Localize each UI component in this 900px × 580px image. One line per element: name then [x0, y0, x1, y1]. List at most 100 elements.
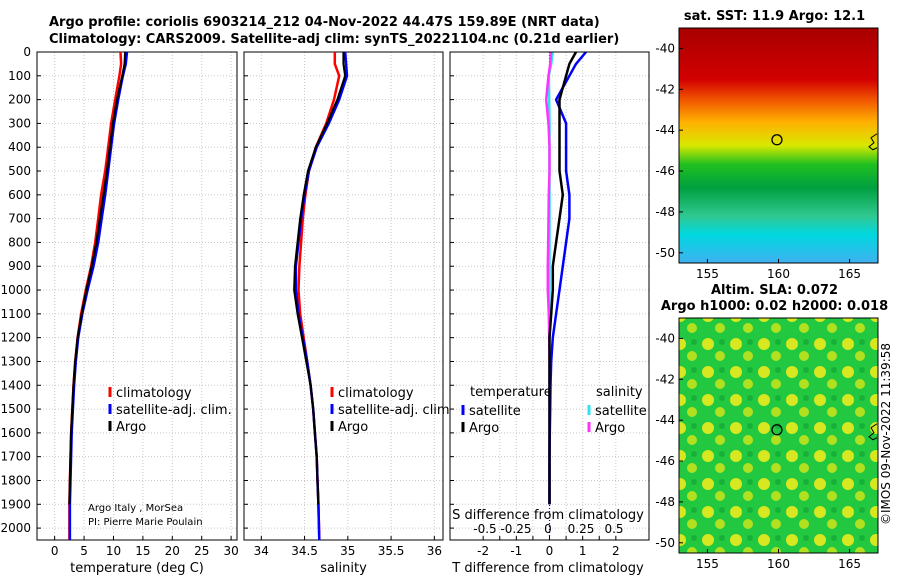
depth-tick-label: 300	[8, 116, 31, 130]
legend-label: satellite	[595, 404, 647, 419]
x-axis-label: temperature (deg C)	[70, 561, 204, 576]
x-tick-label: 0	[546, 544, 554, 558]
legend-label: climatology	[116, 386, 192, 401]
depth-tick-label: 1500	[0, 402, 31, 416]
sst-map: -40 -42 -44 -46 -48 -50 155 160 165 sat. SST: 11.…	[655, 9, 879, 281]
depth-tick-label: 700	[8, 212, 31, 226]
legend-label: Argo	[338, 420, 368, 435]
x-axis-label: T difference from climatology	[451, 561, 644, 576]
depth-tick-label: 1100	[0, 307, 31, 321]
argo-position-marker	[771, 134, 783, 146]
difference-panel: -2 -1 0 1 2 temperature salinity satellite Argo s…	[449, 51, 650, 576]
lon-tick-label: 155	[696, 557, 719, 571]
legend-label: satellite-adj. clim.	[338, 403, 454, 418]
title-line-1: Argo profile: coriolis 6903214_212 04-No…	[49, 15, 600, 30]
x-tick-label: 35.5	[378, 544, 405, 558]
depth-tick-label: 1000	[0, 283, 31, 297]
legend-header-temperature: temperature	[470, 385, 552, 400]
depth-tick-label: 2000	[0, 521, 31, 535]
x-tick-label: 5	[80, 544, 88, 558]
x-tick-label: 35	[340, 544, 355, 558]
salinity-panel: 34 34.5 35 35.5 36 salinity climatology satelli…	[243, 51, 454, 576]
lon-tick-label: 165	[838, 267, 861, 281]
depth-tick-label: 900	[8, 259, 31, 273]
map-title: Argo h1000: 0.02 h2000: 0.018	[661, 299, 888, 314]
map-field	[679, 318, 878, 553]
depth-tick-label: 100	[8, 69, 31, 83]
lat-tick-label: -46	[655, 454, 675, 468]
depth-tick-label: 400	[8, 140, 31, 154]
x2-axis-label: S difference from climatology	[452, 508, 644, 523]
x-tick-label: 34	[254, 544, 269, 558]
depth-tick-label: 1300	[0, 354, 31, 368]
x2-tick-label: 0.5	[604, 522, 623, 536]
depth-tick-label: 500	[8, 164, 31, 178]
lat-tick-label: -50	[655, 536, 675, 550]
series-line-argo	[68, 51, 127, 505]
lon-tick-label: 155	[696, 267, 719, 281]
depth-tick-label: 1400	[0, 378, 31, 392]
lat-tick-label: -48	[655, 205, 675, 219]
x2-tick-label: 0	[544, 522, 552, 536]
lon-tick-label: 160	[767, 267, 790, 281]
legend-label: satellite-adj. clim.	[116, 403, 232, 418]
coastline	[868, 133, 878, 151]
x-tick-label: 30	[223, 544, 238, 558]
legend-label: Argo	[116, 420, 146, 435]
x-tick-label: 20	[165, 544, 180, 558]
plot-area	[37, 52, 237, 540]
x-tick-label: 2	[612, 544, 620, 558]
lat-tick-label: -42	[655, 82, 675, 96]
coastline	[868, 423, 878, 441]
title-line-2: Climatology: CARS2009. Satellite-adj cli…	[49, 32, 620, 47]
x-tick-label: 1	[579, 544, 587, 558]
depth-tick-label: 1600	[0, 426, 31, 440]
map-title: Altim. SLA: 0.072	[711, 283, 838, 298]
lat-tick-label: -40	[655, 331, 675, 345]
legend-label: Argo	[469, 421, 499, 436]
x-tick-label: 36	[427, 544, 442, 558]
lon-tick-label: 160	[767, 557, 790, 571]
lat-tick-label: -50	[655, 246, 675, 260]
lat-tick-label: -40	[655, 41, 675, 55]
axes-frame	[449, 51, 650, 541]
depth-tick-label: 1700	[0, 450, 31, 464]
legend-label: satellite	[469, 404, 521, 419]
x-tick-label: -1	[510, 544, 522, 558]
argo-position-marker	[771, 424, 783, 436]
x-tick-label: -2	[477, 544, 489, 558]
lon-tick-label: 165	[838, 557, 861, 571]
map-title: sat. SST: 11.9 Argo: 12.1	[684, 9, 865, 24]
lat-tick-label: -44	[655, 413, 675, 427]
credit-line-2: PI: Pierre Marie Poulain	[88, 517, 203, 528]
legend-label: Argo	[595, 421, 625, 436]
lat-tick-label: -46	[655, 164, 675, 178]
series-line-t-argo	[548, 51, 578, 505]
x-tick-label: 25	[194, 544, 209, 558]
x-axis-label: salinity	[320, 561, 367, 576]
depth-tick-label: 1900	[0, 497, 31, 511]
x2-tick-label: -0.5	[473, 522, 496, 536]
x-tick-label: 34.5	[291, 544, 318, 558]
map-field	[679, 28, 878, 263]
depth-tick-label: 800	[8, 235, 31, 249]
series-line-argo	[293, 52, 347, 505]
depth-tick-label: 1800	[0, 473, 31, 487]
temperature-panel: 0100200300400500600700800900100011001200…	[0, 45, 238, 576]
sla-map: -40 -42 -44 -46 -48 -50 155 160 165 Altim. SLA: 0…	[655, 283, 893, 571]
credit-line-1: Argo Italy , MorSea	[88, 503, 183, 514]
lat-tick-label: -42	[655, 372, 675, 386]
depth-tick-label: 1200	[0, 331, 31, 345]
depth-tick-label: 0	[23, 45, 31, 59]
legend-label: climatology	[338, 386, 414, 401]
depth-tick-label: 200	[8, 93, 31, 107]
x-tick-label: 0	[51, 544, 59, 558]
x2-tick-label: -0.25	[500, 522, 531, 536]
x2-tick-label: 0.25	[568, 522, 595, 536]
side-stamp: ©IMOS 09-Nov-2022 11:39:58	[879, 343, 893, 525]
depth-tick-label: 600	[8, 188, 31, 202]
lat-tick-label: -48	[655, 495, 675, 509]
lat-tick-label: -44	[655, 123, 675, 137]
axes-frame	[36, 51, 238, 541]
